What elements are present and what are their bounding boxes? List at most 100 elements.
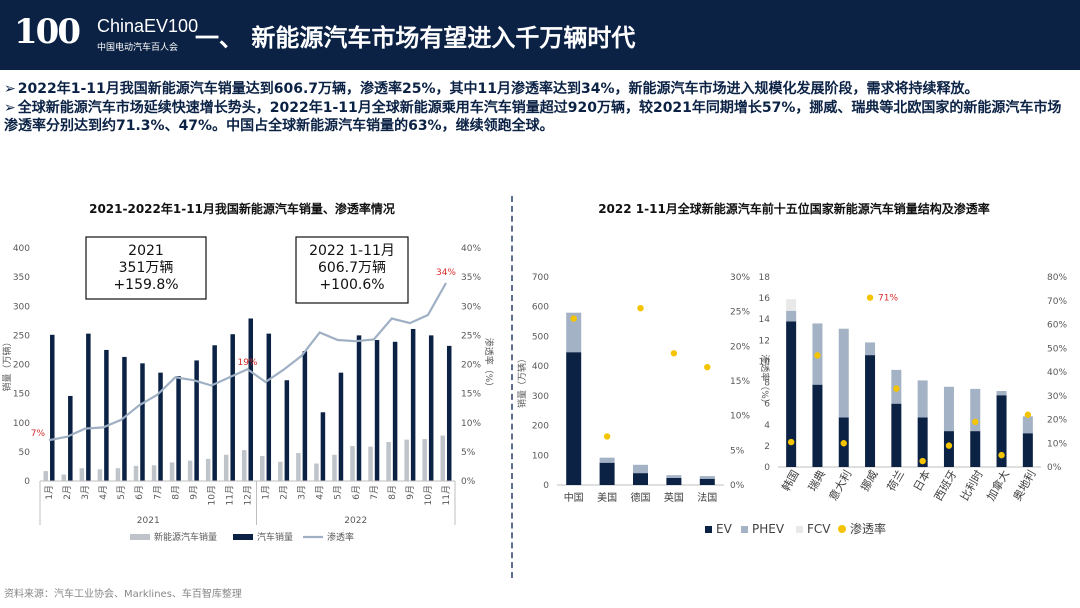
x-tick-label: 10月 [206,485,217,505]
y-tick-label: 250 [13,331,30,341]
total-sales-bar [446,345,452,481]
y2-tick-label: 10% [1047,439,1067,449]
nev-sales-bar [43,471,49,481]
phev-bar [865,342,876,356]
y2-tick-label: 0% [461,477,476,487]
nev-sales-bar [368,446,373,481]
nev-sales-bar [296,453,301,481]
legend-swatch-fcv [796,526,803,533]
global-nev-sales-chart: 2022 1-11月全球新能源汽车前十五位国家新能源汽车销量结构及渗透率0100… [516,201,1067,536]
y-tick-label: 700 [532,273,549,283]
summary-box-text: +159.8% [113,277,178,293]
total-sales-bar [392,341,398,481]
phev-bar [996,391,1007,396]
y2-tick-label: 5% [461,448,476,458]
y2-tick-label: 60% [1047,321,1067,331]
ev-bar [566,352,582,485]
ev-bar [996,395,1007,467]
ev-bar [633,473,648,485]
total-sales-bar [230,334,235,481]
nev-sales-bar [350,446,355,481]
x-tick-label: 7月 [369,485,380,500]
ev-bar [917,417,928,467]
legend-swatch-penetration [838,525,846,533]
nev-sales-bar [151,465,157,481]
penetration-dot [704,363,711,371]
x-tick-label: 瑞典 [805,468,828,494]
y-tick-label: 0 [24,477,30,487]
x-tick-label: 8月 [387,485,398,500]
y2-tick-label: 50% [1047,344,1067,354]
x-group-label: 2021 [137,516,160,526]
x-tick-label: 日本 [910,468,933,494]
penetration-dot [893,385,900,392]
y2-tick-label: 30% [1047,392,1067,402]
nev-sales-bar [314,463,319,481]
nev-sales-bar [61,474,67,481]
summary-box-text: 2021 [128,243,164,259]
x-tick-label: 荷兰 [885,468,907,494]
ev-bar [1022,433,1033,467]
y2-tick-label: 10% [730,412,750,422]
phev-bar [699,476,715,479]
y-tick-label: 0 [543,481,549,491]
penetration-dot [1024,411,1032,418]
y2-axis-label: 渗透率（%） [483,338,495,392]
x-tick-label: 1月 [261,485,272,500]
y2-tick-label: 5% [730,446,745,456]
x-tick-label: 2月 [279,485,290,500]
ev-bar [943,431,954,467]
x-tick-label: 德国 [631,491,651,504]
x-tick-label: 4月 [315,485,326,500]
phev-bar [1022,416,1033,434]
chart-title: 2021-2022年1-11月我国新能源汽车销量、渗透率情况 [89,201,395,216]
phev-bar [599,457,615,463]
penetration-dot [919,457,926,465]
x-tick-label: 英国 [664,491,684,504]
y-tick-label: 18 [759,273,771,283]
y-tick-label: 100 [13,419,30,429]
y2-tick-label: 35% [461,273,481,283]
penetration-dot [603,433,611,440]
total-sales-bar [122,356,127,481]
summary-box [85,236,207,300]
nev-sales-bar [223,454,229,481]
ev-bar [891,403,902,467]
x-tick-label: 12月 [243,485,254,505]
phev-bar [633,464,648,474]
y-tick-label: 600 [532,303,549,313]
y2-tick-label: 40% [1047,368,1067,378]
nev-sales-bar [278,461,283,481]
total-sales-bar [50,334,55,481]
phev-bar [943,386,954,432]
nev-sales-bar [205,458,211,481]
total-sales-bar [302,351,308,481]
penetration-dot [637,305,644,312]
legend-label: 新能源汽车销量 [154,531,217,543]
y2-tick-label: 20% [461,361,481,371]
x-tick-label: 挪威 [858,468,881,494]
y-tick-label: 200 [532,422,549,432]
x-tick-label: 比利时 [958,468,986,503]
y-axis-label: 销量（万辆） [1,337,13,391]
x-tick-label: 奥地利 [1010,468,1039,504]
nev-sales-bar [386,441,391,481]
y2-tick-label: 15% [730,377,750,387]
legend-label: EV [716,522,733,536]
y-tick-label: 6 [764,400,770,410]
y-tick-label: 16 [759,294,771,304]
nev-sales-bar [260,455,265,481]
penetration-dot [787,438,795,446]
y2-tick-label: 70% [1047,297,1067,307]
data-label: 71% [878,294,898,304]
summary-box-text: 606.7万辆 [318,260,386,276]
nev-sales-bar [115,468,121,481]
x-tick-label: 6月 [134,485,145,500]
nev-sales-bar [97,469,103,481]
logo-english: ChinaEV100 [97,16,199,36]
legend-swatch-phev [741,526,748,533]
header-bar: 100 ChinaEV100 中国电动汽车百人会 一、 新能源汽车市场有望进入千… [0,0,1080,70]
phev-bar [666,475,682,478]
legend-label: FCV [807,522,831,536]
y-tick-label: 12 [759,336,770,346]
